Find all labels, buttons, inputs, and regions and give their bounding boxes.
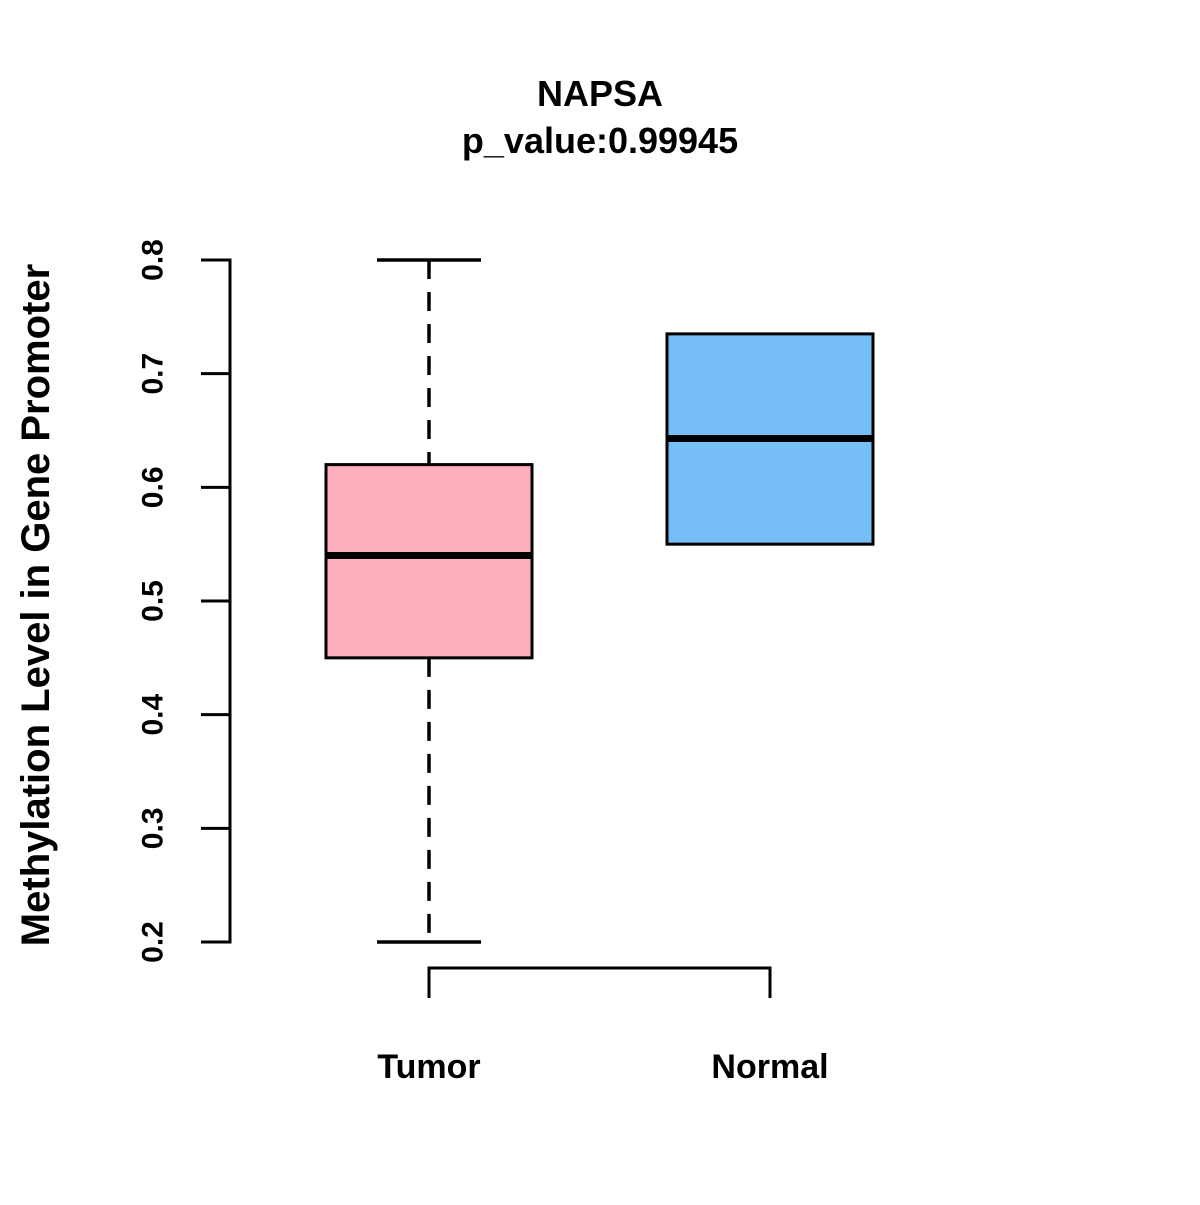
y-tick-label: 0.7 <box>137 353 170 395</box>
box-tumor <box>324 463 534 660</box>
y-tick-label: 0.8 <box>137 239 170 281</box>
y-tick-label: 0.3 <box>137 807 170 849</box>
y-tick-label: 0.5 <box>137 580 170 622</box>
y-tick-label: 0.4 <box>137 694 170 736</box>
x-axis-bracket <box>427 966 772 998</box>
x-label-normal: Normal <box>711 1048 828 1086</box>
chart-title: NAPSA <box>537 73 663 114</box>
y-tick-label: 0.2 <box>137 921 170 963</box>
plot-area: 0.2 0.3 0.4 0.5 0.6 0.7 0.8 Tumor Normal <box>137 239 875 1086</box>
x-label-tumor: Tumor <box>377 1048 480 1086</box>
y-tick-label: 0.6 <box>137 466 170 508</box>
y-axis-label: Methylation Level in Gene Promoter <box>14 264 58 946</box>
chart-subtitle: p_value:0.99945 <box>462 120 738 161</box>
